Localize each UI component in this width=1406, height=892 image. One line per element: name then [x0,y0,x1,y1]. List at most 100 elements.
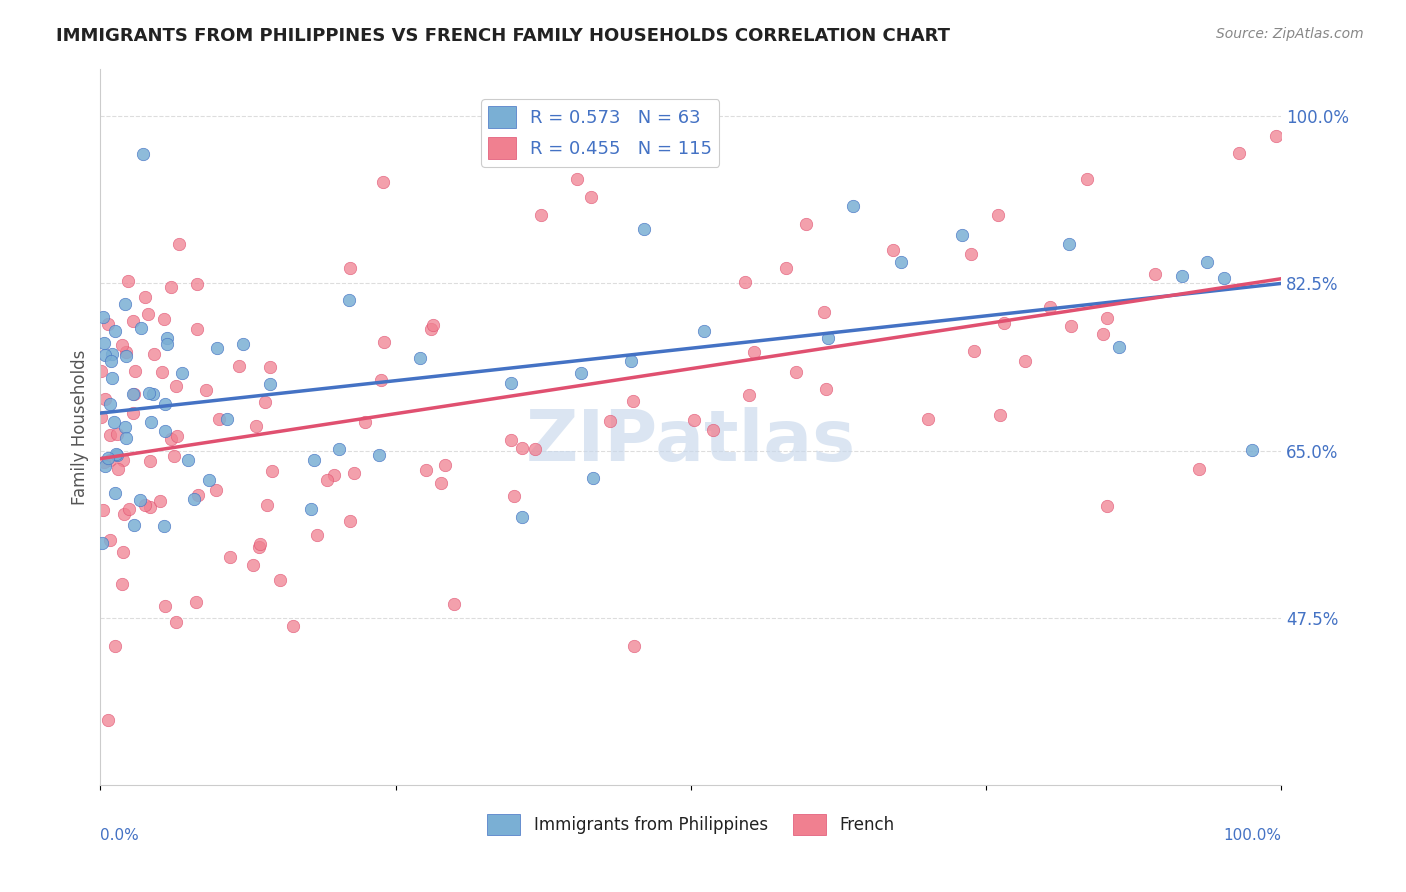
Text: 100.0%: 100.0% [1223,828,1281,843]
Point [111,545,134,559]
Point [734,276,756,290]
Point [813,305,835,319]
Point [159,280,181,294]
Point [101,371,124,385]
Point [1212,270,1234,285]
Point [882,243,904,257]
Point [1039,300,1062,314]
Point [138,386,160,401]
Point [98,397,121,411]
Point [176,453,198,467]
Point [142,386,165,401]
Point [90,364,112,378]
Point [117,274,139,288]
Point [131,321,153,335]
Point [114,420,136,434]
Point [990,409,1012,423]
Point [91,310,114,325]
Point [112,507,135,521]
Point [104,639,127,653]
Point [122,406,145,420]
Point [208,412,231,426]
Y-axis label: Family Households: Family Households [72,349,89,505]
Point [165,615,187,630]
Point [260,464,283,478]
Point [254,394,277,409]
Point [139,454,162,468]
Point [510,509,533,524]
Point [98,453,121,467]
Point [259,377,281,392]
Point [582,471,605,485]
Point [111,337,134,351]
Point [111,453,134,467]
Point [917,411,939,425]
Point [245,419,267,434]
Point [430,476,453,491]
Point [114,297,136,311]
Point [305,528,328,542]
Point [98,533,121,547]
Point [269,573,291,587]
Point [443,598,465,612]
Point [90,410,112,425]
Point [420,322,443,336]
Point [599,414,621,428]
Point [107,462,129,476]
Point [950,228,973,243]
Point [842,199,865,213]
Point [93,348,115,362]
Point [153,519,176,533]
Point [579,189,602,203]
Point [194,384,217,398]
Point [328,442,350,456]
Point [373,175,395,189]
Point [623,393,645,408]
Point [121,386,143,401]
Point [105,426,128,441]
Point [134,290,156,304]
Point [167,237,190,252]
Point [1095,499,1118,513]
Point [960,247,983,261]
Point [122,314,145,328]
Point [187,488,209,502]
Point [198,473,221,487]
Point [97,317,120,331]
Point [94,392,117,407]
Point [132,147,155,161]
Point [299,501,322,516]
Point [118,502,141,516]
Point [122,518,145,533]
Point [283,619,305,633]
Point [98,428,121,442]
Point [93,455,115,469]
Legend: Immigrants from Philippines, French: Immigrants from Philippines, French [481,807,901,841]
Point [115,349,138,363]
Point [409,351,432,365]
Point [114,344,136,359]
Point [1188,462,1211,476]
Point [256,498,278,512]
Point [186,277,208,291]
Point [337,293,360,307]
Point [422,318,444,332]
Point [204,483,226,497]
Point [94,459,117,474]
Point [129,493,152,508]
Point [415,463,437,477]
Point [122,386,145,401]
Point [1097,311,1119,326]
Point [1170,268,1192,283]
Point [993,316,1015,330]
Text: 0.0%: 0.0% [100,828,139,843]
Point [962,344,984,359]
Point [103,415,125,429]
Point [742,345,765,359]
Point [1227,145,1250,160]
Point [502,489,524,503]
Point [1091,326,1114,341]
Point [103,324,125,338]
Point [215,412,238,426]
Point [1108,340,1130,354]
